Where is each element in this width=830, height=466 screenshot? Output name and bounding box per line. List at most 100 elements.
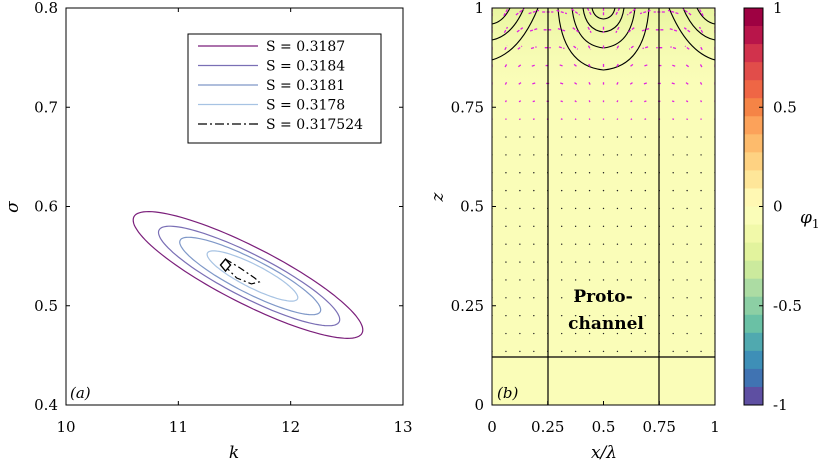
- velocity-dot: [505, 154, 507, 156]
- series-curve: [132, 210, 364, 340]
- velocity-dot: [560, 172, 563, 174]
- y-tick-label: 0.4: [34, 396, 58, 414]
- velocity-arrow: [629, 63, 634, 68]
- velocity-arrow: [587, 26, 592, 33]
- velocity-dot: [588, 279, 591, 281]
- velocity-dot: [644, 350, 647, 353]
- velocity-dot: [672, 136, 674, 138]
- velocity-dot: [630, 350, 633, 353]
- x-tick-label: 0.5: [592, 418, 616, 436]
- velocity-dot: [644, 314, 647, 317]
- velocity-dot: [560, 225, 563, 228]
- velocity-dot: [574, 225, 577, 228]
- velocity-arrow: [574, 100, 577, 103]
- velocity-dot: [686, 314, 688, 317]
- velocity-dot: [616, 279, 619, 281]
- velocity-dot: [505, 314, 507, 317]
- colorbar-block: [744, 206, 763, 225]
- velocity-dot: [602, 279, 605, 281]
- velocity-arrow: [698, 26, 704, 33]
- velocity-arrow: [518, 100, 522, 103]
- velocity-dot: [505, 332, 507, 335]
- velocity-dot: [686, 207, 688, 210]
- velocity-arrow: [682, 8, 692, 16]
- colorbar-block: [744, 296, 763, 316]
- velocity-dot: [519, 136, 521, 138]
- velocity-dot: [700, 207, 702, 210]
- velocity-dot: [644, 225, 647, 228]
- y-tick-label: 0.25: [451, 297, 484, 315]
- colorbar-block: [744, 368, 763, 388]
- velocity-arrow: [503, 8, 509, 17]
- velocity-dot: [574, 297, 577, 299]
- colorbar-block: [744, 26, 763, 45]
- colorbar-block: [744, 62, 763, 81]
- colorbar-blocks: [744, 8, 763, 406]
- velocity-arrow: [571, 8, 580, 16]
- velocity-dot: [574, 350, 577, 353]
- velocity-dot: [588, 172, 591, 174]
- legend-entries: S = 0.3187 S = 0.3184 S = 0.3181 S = 0.3178…: [198, 39, 363, 133]
- velocity-dot: [630, 189, 633, 192]
- field-negative-lobe-right: [645, 8, 715, 68]
- velocity-arrow: [529, 28, 538, 32]
- velocity-dot: [588, 189, 591, 192]
- velocity-arrow: [699, 82, 703, 85]
- velocity-dot: [616, 261, 619, 263]
- velocity-dot: [644, 279, 647, 281]
- velocity-dot: [519, 279, 521, 281]
- velocity-arrow: [699, 45, 703, 51]
- velocity-dot: [686, 332, 688, 335]
- velocity-dot: [519, 261, 521, 263]
- velocity-dot: [602, 314, 605, 317]
- panel-a-curves: [132, 210, 364, 340]
- velocity-arrow: [504, 100, 507, 103]
- velocity-dot: [574, 172, 577, 174]
- velocity-dot: [519, 154, 521, 156]
- velocity-arrow: [504, 63, 508, 68]
- velocity-arrow: [671, 82, 675, 85]
- velocity-dot: [644, 172, 647, 174]
- velocity-dot: [686, 261, 688, 263]
- velocity-arrow: [517, 63, 522, 68]
- panel-a-label: (a): [70, 384, 91, 402]
- velocity-arrow: [574, 82, 578, 85]
- velocity-dot: [630, 225, 633, 228]
- velocity-arrow: [518, 118, 521, 121]
- contour-line: [492, 8, 539, 61]
- velocity-dot: [672, 207, 674, 210]
- velocity-dot: [686, 350, 688, 353]
- velocity-dot: [574, 189, 577, 192]
- velocity-dot: [686, 172, 688, 174]
- optimum-marker: [219, 257, 232, 273]
- colorbar-label: φ1: [800, 208, 820, 231]
- proto-channel-label-line2: channel: [568, 314, 644, 334]
- x-tick-label: 0.25: [531, 418, 564, 436]
- panel-b-xlabel: x/λ: [591, 443, 617, 463]
- panel-b-field: [492, 8, 715, 405]
- contour-line: [668, 8, 715, 61]
- velocity-dot: [630, 332, 633, 335]
- velocity-dot: [672, 243, 674, 245]
- colorbar-ticks: 1 0.5 0 -0.5 -1: [759, 0, 802, 414]
- velocity-dot: [616, 172, 619, 174]
- velocity-dot: [602, 243, 605, 245]
- velocity-dot: [560, 297, 563, 299]
- velocity-dot: [602, 261, 605, 263]
- velocity-dot: [560, 261, 563, 263]
- velocity-dot: [505, 207, 507, 210]
- colorbar-tick-label: 0.5: [773, 98, 797, 116]
- velocity-dot: [574, 154, 577, 156]
- panel-a-ylabel: σ: [3, 201, 23, 213]
- velocity-dot: [616, 297, 619, 299]
- legend-label: S = 0.317524: [266, 117, 363, 133]
- velocity-dot: [505, 261, 507, 263]
- velocity-dot: [533, 261, 535, 263]
- velocity-dot: [630, 207, 633, 210]
- colorbar-block: [744, 350, 763, 370]
- velocity-dot: [686, 243, 688, 245]
- velocity-dot: [560, 136, 563, 138]
- velocity-arrow: [684, 45, 690, 50]
- velocity-dot: [700, 243, 702, 245]
